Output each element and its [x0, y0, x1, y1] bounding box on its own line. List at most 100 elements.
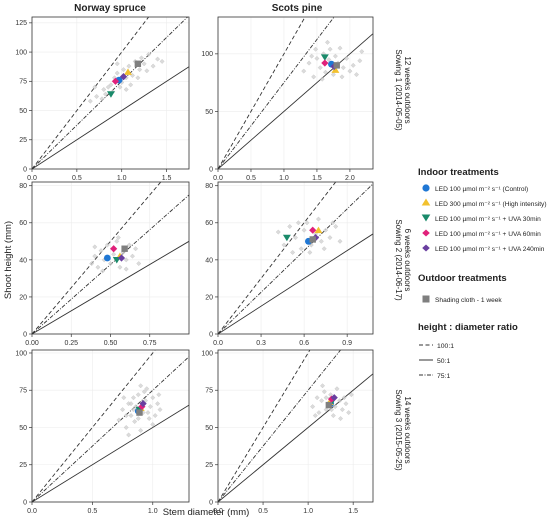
individual-point — [150, 395, 156, 401]
individual-point — [337, 238, 343, 244]
individual-point — [309, 53, 315, 59]
individual-point — [307, 250, 313, 255]
individual-point — [316, 216, 321, 222]
individual-point — [94, 94, 100, 99]
ratio-lines — [218, 350, 373, 502]
y-tick-label: 100 — [201, 51, 213, 58]
panel-4: 0.0 0.3 0.6 0.9 0 20 40 60 80 — [205, 181, 374, 347]
x-tick-label: 0.0 — [27, 175, 37, 182]
legend-ratio-item-2: 75:1 — [419, 373, 450, 380]
ratio-line-50-1 — [218, 33, 373, 169]
panels: 0.0 0.5 1.0 1.5 0 25 50 75 100 125 0.0 0.5 1.0 1.5 2.0… — [15, 16, 374, 515]
individual-point — [323, 69, 328, 75]
x-tick-label: 0.0 — [213, 508, 223, 515]
y-tick-label: 125 — [15, 20, 27, 27]
x-tick-label: 0.5 — [88, 508, 98, 515]
individual-point — [343, 401, 349, 407]
individual-point — [120, 407, 125, 413]
row-title-1-line2: 12 weeks outdoors — [403, 56, 412, 123]
individual-point — [319, 76, 325, 82]
y-tick-label: 100 — [201, 350, 213, 357]
x-tick-label: 0.25 — [64, 340, 78, 347]
individual-point — [139, 55, 144, 61]
individual-point — [314, 395, 320, 401]
ratio-line-50-1 — [218, 373, 373, 502]
x-axis-title: Stem diameter (mm) — [163, 507, 250, 518]
mean-point-uva-30min — [282, 234, 291, 242]
individual-point — [133, 246, 139, 252]
individual-point — [332, 53, 338, 59]
ratio-line-50-1 — [218, 233, 373, 334]
panel-5: 0.0 0.5 1.0 0 25 50 75 100 — [15, 349, 190, 515]
ratio-line-100-1 — [32, 350, 156, 502]
mean-point-shading-cloth-1-week — [121, 245, 128, 252]
panel-6: 0.0 0.5 1.0 1.5 0 25 50 75 100 — [201, 349, 374, 515]
y-tick-label: 80 — [19, 183, 27, 190]
y-tick-label: 80 — [205, 183, 213, 190]
individual-point — [290, 250, 296, 255]
y-tick-label: 60 — [19, 220, 27, 227]
individual-point — [123, 413, 129, 418]
individual-point — [99, 96, 105, 102]
individual-point — [108, 82, 114, 88]
x-tick-label: 0.00 — [25, 340, 39, 347]
individual-point — [348, 392, 354, 398]
individual-point — [334, 386, 340, 392]
x-tick-label: 1.5 — [348, 508, 358, 515]
legend-marker-shading — [422, 295, 430, 303]
y-tick-label: 50 — [205, 109, 213, 116]
individual-point — [339, 407, 345, 413]
legend: Indoor treatments LED 100 µmol m⁻² s⁻¹ (… — [418, 167, 547, 380]
individual-point — [317, 65, 323, 71]
individual-point — [128, 82, 134, 88]
legend-indoor-item-1: LED 300 µmol m⁻² s⁻¹ (High intensity) — [421, 198, 547, 208]
y-tick-label: 0 — [23, 499, 27, 506]
x-tick-label: 0.0 — [213, 175, 223, 182]
individual-point — [312, 413, 318, 418]
legend-label-100-1: 100:1 — [437, 343, 454, 350]
mean-point-uva-60min — [110, 245, 118, 253]
ratio-line-100-1 — [32, 17, 149, 169]
row-title-2-line2: 6 weeks outdoors — [403, 229, 412, 292]
individual-point — [135, 75, 141, 81]
individual-point — [337, 45, 343, 51]
mean-point-shading-cloth-1-week — [136, 409, 143, 416]
individual-point — [92, 253, 98, 259]
individual-point — [145, 410, 151, 416]
individual-point — [330, 220, 336, 226]
individual-point — [323, 227, 329, 233]
y-tick-label: 50 — [205, 425, 213, 432]
legend-ratio-item-1: 50:1 — [419, 358, 450, 365]
individual-point — [301, 68, 307, 74]
col-title-norway-spruce: Norway spruce — [74, 3, 146, 14]
individual-point — [92, 84, 98, 90]
individual-point — [126, 432, 132, 438]
individual-point — [293, 235, 298, 241]
y-tick-label: 0 — [209, 499, 213, 506]
individual-point — [138, 428, 144, 433]
panel-background — [218, 17, 373, 169]
individual-point — [350, 62, 356, 68]
y-tick-label: 75 — [19, 79, 27, 86]
row-title-2-line1: Sowing 2 (2014-06-17) — [394, 219, 403, 301]
x-tick-label: 0.5 — [258, 508, 268, 515]
legend-marker-uva60 — [422, 229, 430, 237]
individual-point — [301, 227, 307, 233]
y-tick-label: 0 — [209, 331, 213, 338]
individual-point — [114, 70, 120, 76]
legend-label-uva240: LED 100 µmol m⁻² s⁻¹ + UVA 240min — [435, 246, 545, 253]
mean-point-uva-240min — [117, 254, 126, 262]
individual-point — [306, 60, 312, 66]
y-tick-label: 50 — [19, 425, 27, 432]
y-tick-label: 40 — [19, 257, 27, 264]
panel-background — [218, 350, 373, 502]
mean-point-uva-240min — [139, 400, 147, 408]
panel-frame — [217, 16, 374, 170]
individual-point — [310, 404, 316, 410]
individual-point — [326, 57, 332, 63]
individual-point — [123, 425, 129, 430]
individual-point — [137, 67, 143, 73]
individual-point — [116, 417, 122, 423]
individual-point — [87, 98, 93, 104]
